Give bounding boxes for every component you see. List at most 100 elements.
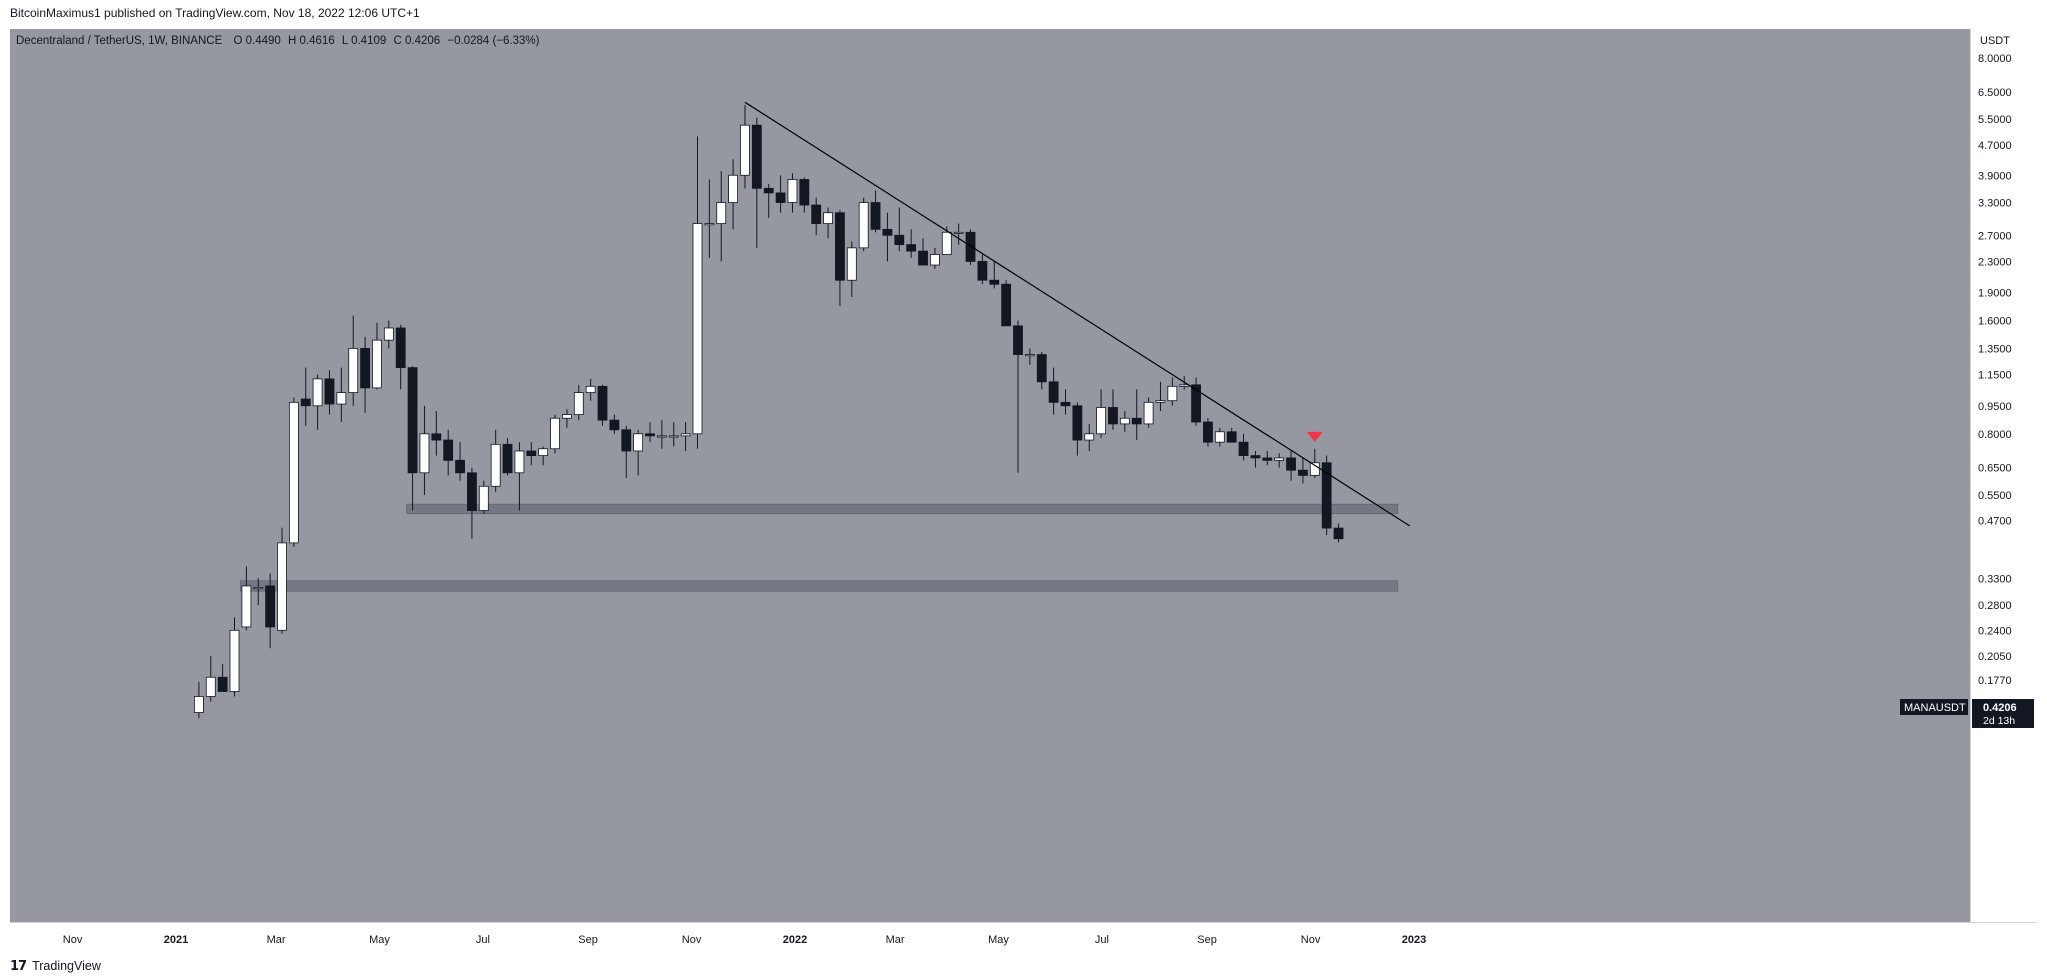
currency-label: USDT (1980, 35, 2010, 47)
candle (241, 566, 252, 631)
candle-body (205, 676, 216, 697)
candle-body (419, 433, 430, 474)
candle-body (562, 414, 572, 419)
price-tick-label: 3.3000 (1978, 198, 2012, 210)
candle (1013, 320, 1023, 473)
candle-body (1321, 462, 1332, 529)
symbol-name: Decentraland / TetherUS, 1W, BINANCE (16, 35, 223, 47)
candle (680, 422, 691, 452)
price-tick-label: 0.9500 (1978, 401, 2012, 413)
price-tick-label: 8.0000 (1978, 53, 2012, 65)
candle (645, 422, 655, 443)
last-price-tag: MANAUSDT 0.4206 2d 13h (1900, 699, 2034, 728)
candle (277, 527, 287, 634)
candle-body (906, 244, 917, 252)
candle (1096, 389, 1107, 438)
low-label: L (342, 35, 349, 47)
candle (502, 437, 513, 476)
candle-body (1333, 527, 1344, 540)
candle (799, 177, 810, 213)
candle-body (704, 223, 715, 226)
candle (1024, 348, 1035, 365)
candle (609, 414, 620, 434)
footer[interactable]: 17 TradingView (10, 956, 101, 976)
candle-body (728, 174, 738, 203)
symbol-legend[interactable]: Decentraland / TetherUS, 1W, BINANCE O 0… (16, 35, 540, 47)
candle (1333, 523, 1344, 543)
chart-frame[interactable]: Decentraland / TetherUS, 1W, BINANCE O 0… (10, 29, 2037, 957)
candle-body (918, 250, 928, 266)
candle (1238, 433, 1249, 461)
candle (1036, 352, 1047, 390)
high-label: H (288, 35, 296, 47)
candle-body (1250, 455, 1261, 459)
candle-body (977, 261, 988, 281)
time-tick-label: Mar (267, 934, 286, 946)
candle (1155, 381, 1166, 411)
candle (1214, 427, 1225, 447)
candle-body (1001, 283, 1012, 327)
candle (858, 197, 869, 252)
price-ticks: 8.0000 6.5000 5.5000 4.7000 3.9000 3.3000 2.70… (1978, 53, 2012, 687)
time-tick-label: Mar (886, 934, 905, 946)
candle (763, 183, 774, 219)
candle-body (775, 192, 786, 203)
candle (455, 442, 465, 481)
price-tick-label: 0.5500 (1978, 490, 2012, 502)
candle-body (989, 279, 1000, 285)
candle-body (1167, 385, 1178, 402)
candle-body (823, 212, 833, 225)
candle (1191, 377, 1201, 426)
candle-body (1155, 400, 1166, 403)
change-value: −0.0284 (−6.33%) (447, 35, 539, 47)
candle-body (478, 485, 489, 511)
candle (360, 336, 370, 413)
publish-info: BitcoinMaximus1 published on TradingView… (10, 6, 420, 20)
candle (633, 429, 644, 476)
candle (300, 367, 311, 426)
candle (894, 207, 905, 252)
candle (1274, 453, 1285, 468)
candle-body (253, 587, 264, 590)
candle-body (621, 429, 632, 452)
candle (977, 254, 988, 285)
candle-body (288, 401, 299, 544)
symbol-tag-box (1900, 699, 1968, 715)
candle (1131, 389, 1142, 441)
candle-body (277, 542, 287, 631)
candle-body (1013, 325, 1023, 355)
candle (490, 429, 501, 493)
open-value: 0.4490 (246, 35, 281, 47)
candle (1286, 451, 1296, 481)
candle-body (372, 339, 382, 389)
candle-body (514, 450, 525, 474)
candle-body (692, 223, 703, 435)
candle-body (1286, 457, 1296, 471)
candle (514, 442, 525, 511)
candle-body (312, 378, 323, 407)
candle-body (490, 443, 501, 487)
candle (550, 414, 560, 454)
candle-body (811, 204, 822, 225)
candle (906, 229, 917, 258)
candle (431, 410, 442, 456)
candlestick-chart[interactable]: Decentraland / TetherUS, 1W, BINANCE O 0… (10, 29, 2037, 957)
open-label: O (233, 35, 242, 47)
candle-body (1214, 431, 1225, 443)
candle-body (324, 378, 335, 405)
candle-body (1131, 417, 1142, 425)
candle-body (1203, 421, 1213, 443)
candle-body (1262, 457, 1273, 461)
down-triangle-marker-icon (1306, 431, 1323, 442)
candle-body (573, 392, 584, 415)
time-tick-label: Jul (1095, 934, 1109, 946)
candle-body (1191, 384, 1201, 423)
candle (467, 467, 477, 539)
candle-body (953, 231, 964, 234)
candle-body (1298, 469, 1308, 476)
price-axis-background (1970, 29, 2037, 922)
candle-body (740, 124, 750, 176)
candle-body (787, 179, 798, 203)
time-tick-label: 2023 (1402, 934, 1426, 946)
price-tick-label: 2.3000 (1978, 256, 2012, 268)
